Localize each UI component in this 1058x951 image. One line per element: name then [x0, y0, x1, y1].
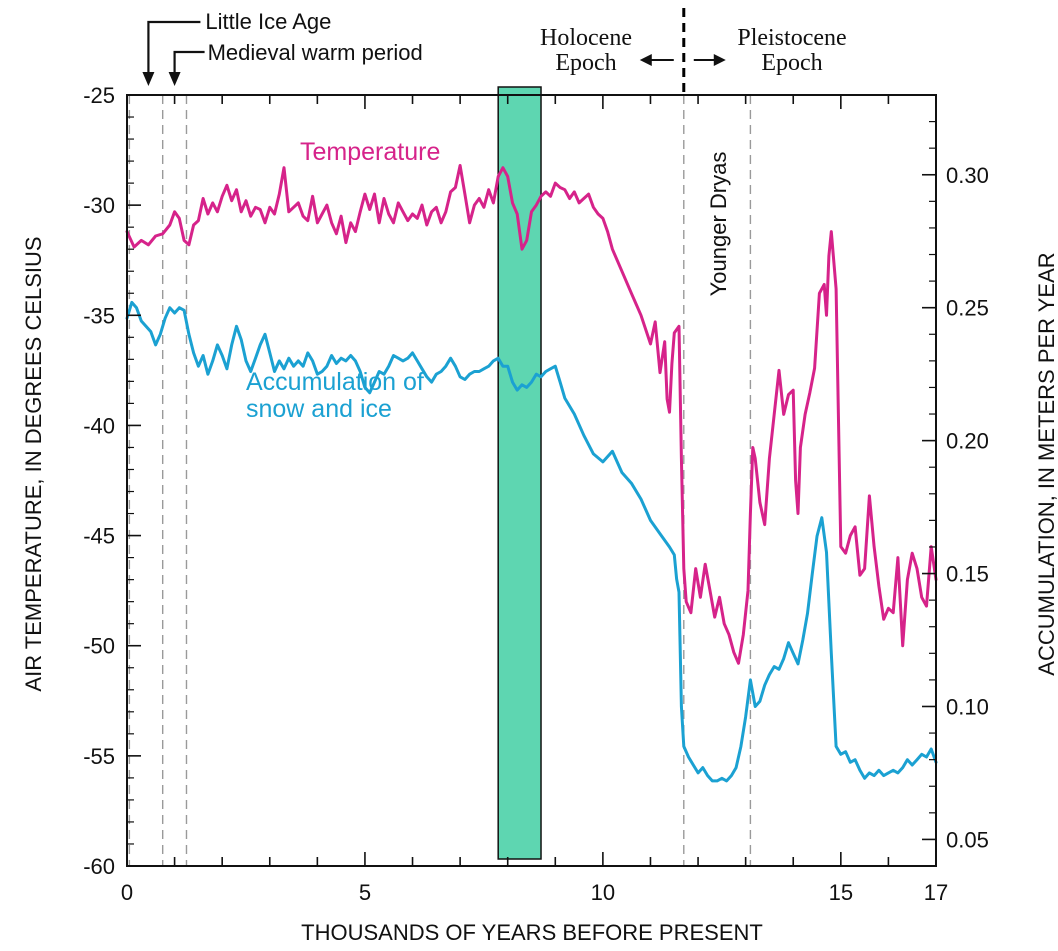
- little-ice-age-pointer: [147, 20, 201, 78]
- holocene-label-line-1: Holocene: [540, 25, 632, 51]
- left-tick-label--25: -25: [83, 83, 115, 108]
- series-line-accumulation: [125, 300, 938, 783]
- annotations: Little Ice Age Medieval warm period Holoce…: [142, 9, 847, 297]
- x-tick-label-0: 0: [121, 880, 133, 905]
- medieval-warm-period-pointer: [173, 50, 205, 78]
- medieval-warm-period-label: Medieval warm period: [208, 40, 423, 65]
- temperature-series-label: Temperature: [300, 138, 440, 166]
- right-tick-label-0.15: 0.15: [946, 562, 989, 587]
- vertical-reference-lines: [128, 8, 752, 866]
- x-axis-ticks: 0 5 10 15 17: [121, 95, 948, 905]
- left-y-axis-title: AIR TEMPERATURE, IN DEGREES CELSIUS: [21, 236, 46, 691]
- holocene-label-line-2: Epoch: [555, 50, 616, 76]
- left-tick-label--60: -60: [83, 854, 115, 879]
- pleistocene-arrowhead: [713, 54, 726, 66]
- left-tick-label--30: -30: [83, 193, 115, 218]
- left-tick-label--50: -50: [83, 634, 115, 659]
- left-tick-label--45: -45: [83, 524, 115, 549]
- holocene-arrowhead: [639, 54, 652, 66]
- series-line-temperature: [125, 164, 938, 665]
- right-tick-label-0.20: 0.20: [946, 429, 989, 454]
- highlight-band: [497, 86, 542, 860]
- younger-dryas-label: Younger Dryas: [706, 152, 731, 297]
- pleistocene-label-line-2: Epoch: [761, 50, 822, 76]
- right-tick-label-0.30: 0.30: [946, 163, 989, 188]
- plot-border: [126, 94, 937, 867]
- left-tick-label--40: -40: [83, 413, 115, 438]
- left-tick-label--35: -35: [83, 303, 115, 328]
- accumulation-series-label-line-1: Accumulation of: [246, 368, 424, 396]
- accumulation-series-label-line-2: snow and ice: [246, 395, 392, 423]
- plot-frame: [126, 94, 937, 867]
- pleistocene-label-line-1: Pleistocene: [737, 25, 846, 51]
- right-y-axis-title: ACCUMULATION, IN METERS PER YEAR: [1034, 252, 1058, 675]
- medieval-warm-period-arrowhead: [168, 72, 181, 86]
- x-tick-label-15: 15: [829, 880, 853, 905]
- little-ice-age-arrowhead: [142, 72, 155, 86]
- left-axis-ticks: -25 -30 -35 -40 -45 -50 -55 -60: [83, 83, 141, 879]
- x-tick-label-10: 10: [591, 880, 615, 905]
- x-tick-label-17: 17: [924, 880, 948, 905]
- x-tick-label-5: 5: [359, 880, 371, 905]
- right-axis-ticks: 0.30 0.25 0.20 0.15 0.10 0.05: [922, 120, 989, 852]
- left-tick-label--55: -55: [83, 744, 115, 769]
- highlight-band-layer: [497, 86, 542, 860]
- right-tick-label-0.25: 0.25: [946, 296, 989, 321]
- right-tick-label-0.05: 0.05: [946, 827, 989, 852]
- little-ice-age-label: Little Ice Age: [205, 9, 331, 34]
- x-axis-title: THOUSANDS OF YEARS BEFORE PRESENT: [301, 920, 763, 945]
- right-tick-label-0.10: 0.10: [946, 694, 989, 719]
